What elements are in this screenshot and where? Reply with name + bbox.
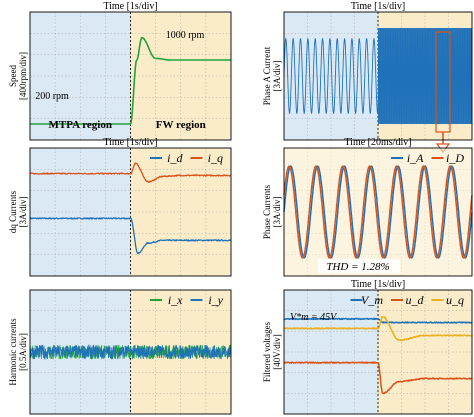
panel-voltages: u_q u_d V_m V*m = 45V	[283, 290, 473, 414]
legend-label: u_d	[406, 293, 425, 307]
phase-currents-series-i_A	[283, 165, 473, 259]
y-axis-label: Filtered voltages	[262, 321, 272, 382]
fw-region-label: FW region	[156, 119, 206, 131]
panel-title: Time [1s/div]	[351, 279, 405, 290]
dq-series-i_q	[29, 162, 232, 183]
panel-frame-dq	[29, 147, 232, 277]
legend-label: i_x	[168, 293, 183, 307]
legend-label: i_q	[208, 151, 223, 165]
legend-label: i_d	[167, 151, 183, 165]
panel-speed: 200 rpm 1000 rpm MTPA region FW region	[29, 12, 232, 140]
vm-ref-label: V*m = 45V	[290, 312, 338, 323]
mtpa-region-label: MTPA region	[49, 119, 112, 131]
y-axis-label: Phase A Current	[262, 46, 272, 105]
y-axis-label: [400rpm/div]	[18, 52, 28, 100]
y-axis-label: [0.5A/div]	[18, 333, 28, 371]
panel-frame-phase-currents	[283, 147, 473, 277]
y-axis-label: Harmonic currents	[8, 318, 18, 386]
legend-label: i_D	[446, 151, 464, 165]
legend-label: u_q	[446, 293, 464, 307]
panel-frame-voltages	[283, 289, 473, 415]
thd-label: THD = 1.28%	[326, 261, 389, 273]
panel-dq: i_q i_d	[29, 148, 232, 276]
harmonic-series-i_y	[29, 344, 232, 360]
y-axis-label: Speed	[8, 65, 18, 87]
panel-frame-phase-a	[283, 11, 473, 141]
y-axis-label: [3A/div]	[18, 197, 28, 228]
phase-currents-series-i_D	[283, 165, 473, 259]
dq-series-i_d	[29, 217, 232, 255]
voltages-series-u_q	[283, 315, 473, 342]
thd-label-box	[318, 259, 400, 273]
y-axis-label: [3A/div]	[272, 197, 282, 228]
voltages-series-V_m	[283, 317, 473, 324]
panel-frame-speed	[29, 11, 232, 141]
legend-label: i_y	[208, 293, 223, 307]
legend-label: i_A	[407, 151, 424, 165]
voltages-series-u_d	[283, 361, 473, 395]
y-axis-label: [3A/div]	[272, 61, 282, 92]
y-axis-label: Phase Currents	[262, 184, 272, 239]
panel-phase-a	[283, 12, 473, 140]
panel-phase-currents: i_D i_A THD = 1.28%	[283, 148, 473, 276]
panel-frame-harmonic	[29, 289, 232, 415]
legend-label: V_m	[361, 293, 383, 307]
panel-title: Time [1s/div]	[351, 1, 405, 12]
speed-series-line	[29, 36, 232, 125]
panel-title: Time [20ms/div]	[344, 137, 411, 148]
panel-title: Time [1s/div]	[103, 137, 157, 148]
speed-low-label: 200 rpm	[35, 91, 69, 102]
panel-title: Time [1s/div]	[103, 1, 157, 12]
y-axis-label: dq Currents	[8, 190, 18, 233]
y-axis-label: [40V/div]	[272, 334, 282, 370]
panel-harmonic: i_y i_x	[29, 290, 232, 414]
phase-a-dense-band	[378, 28, 472, 124]
speed-high-label: 1000 rpm	[166, 30, 205, 41]
